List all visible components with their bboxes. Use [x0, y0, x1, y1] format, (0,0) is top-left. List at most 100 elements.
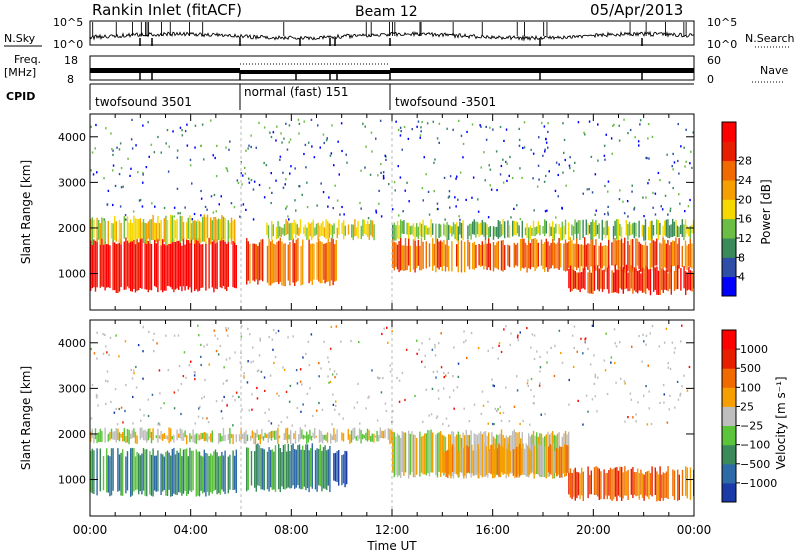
velocity-band-2-stripe: [303, 450, 305, 487]
power-speckle: [118, 173, 121, 176]
velocity-speckle: [449, 396, 451, 399]
velocity-band-1-stripe: [152, 428, 154, 441]
power-speckle: [141, 205, 144, 208]
velocity-speckle: [109, 336, 112, 339]
velocity-band-4-stripe: [422, 435, 424, 475]
velocity-band-0-stripe: [160, 453, 162, 495]
power-band-5-stripe: [492, 226, 495, 240]
velocity-speckle: [342, 417, 344, 420]
velocity-speckle: [246, 381, 249, 384]
velocity-band-6-stripe: [528, 448, 531, 475]
power-band-1-stripe: [134, 218, 137, 245]
velocity-band-5-stripe: [582, 471, 584, 501]
power-speckle: [382, 174, 385, 177]
power-speckle: [411, 128, 413, 131]
velocity-band-1-stripe: [219, 433, 221, 442]
velocity-band-5-stripe: [617, 470, 620, 496]
power-band-6-stripe: [675, 271, 677, 290]
power-speckle: [426, 122, 429, 125]
power-band-3-stripe: [343, 220, 345, 240]
velocity-band-5-stripe: [667, 466, 669, 500]
velocity-band-4-stripe: [494, 438, 496, 478]
power-speckle: [289, 138, 292, 141]
power-band-4-stripe: [460, 240, 463, 273]
velocity-band-1-stripe: [288, 434, 290, 440]
velocity-band-1-stripe: [336, 429, 338, 442]
velocity-band-1-stripe: [192, 429, 194, 443]
power-band-5-stripe: [680, 224, 682, 235]
velocity-speckle: [239, 361, 242, 364]
power-speckle: [364, 125, 366, 128]
velocity-speckle: [318, 362, 320, 365]
velocity-band-6-stripe: [563, 444, 566, 477]
power-band-0-stripe: [139, 238, 141, 288]
power-band-4-stripe: [420, 237, 423, 271]
velocity-speckle: [630, 398, 633, 401]
power-speckle: [166, 129, 169, 132]
velocity-speckle: [398, 400, 401, 403]
power-band-5-stripe: [568, 222, 570, 240]
velocity-band-6-stripe: [512, 449, 515, 477]
power-band-0-stripe: [200, 244, 202, 288]
power-speckle: [135, 144, 137, 147]
velocity-band-0-stripe: [186, 448, 188, 496]
power-band-1-stripe: [229, 222, 231, 239]
velocity-speckle: [334, 408, 336, 411]
velocity-band-2-stripe: [255, 444, 257, 492]
velocity-band-2-stripe: [298, 444, 301, 489]
power-colorbar-tick-label: 12: [738, 232, 752, 245]
velocity-band-2-stripe: [262, 448, 264, 490]
velocity-speckle: [572, 365, 575, 368]
velocity-speckle: [430, 413, 433, 416]
power-band-3-stripe: [327, 220, 329, 238]
velocity-speckle: [200, 363, 202, 367]
velocity-speckle: [207, 421, 210, 424]
velocity-speckle: [106, 370, 109, 373]
power-speckle: [564, 158, 566, 162]
power-band-2-stripe: [335, 239, 337, 281]
power-band-1-stripe: [218, 218, 220, 240]
velocity-speckle: [148, 330, 150, 333]
power-band-5-stripe: [545, 220, 547, 234]
power-speckle: [375, 209, 377, 212]
velocity-speckle: [215, 350, 218, 353]
velocity-band-0-stripe: [171, 449, 173, 497]
power-band-6-stripe: [661, 268, 663, 290]
velocity-band-5-stripe: [590, 470, 592, 495]
power-band-0-stripe: [186, 239, 188, 287]
power-speckle: [148, 155, 150, 158]
velocity-speckle: [526, 327, 528, 330]
power-band-1-stripe: [190, 223, 193, 240]
power-speckle: [92, 173, 95, 176]
power-band-3-stripe: [320, 223, 322, 236]
power-band-4-stripe: [401, 245, 403, 271]
velocity-band-0-stripe: [154, 455, 156, 491]
velocity-band-4-stripe: [427, 429, 429, 474]
power-speckle: [241, 183, 243, 186]
power-band-4-stripe: [408, 237, 410, 266]
velocity-band-6-stripe: [506, 448, 508, 475]
velocity-speckle: [436, 370, 439, 373]
freq-panel: Freq. [MHz] 18 8 60 0 Nave: [4, 53, 788, 86]
power-band-4-stripe: [481, 241, 483, 266]
velocity-band-5-stripe: [657, 474, 660, 501]
velocity-band-0-stripe: [133, 448, 135, 492]
velocity-band-2-stripe: [300, 449, 302, 490]
velocity-speckle: [235, 391, 238, 394]
power-band-0-stripe: [197, 237, 199, 292]
power-band-6-stripe: [581, 271, 583, 289]
power-band-4-stripe: [577, 244, 579, 268]
velocity-band-6-stripe: [544, 446, 547, 478]
nsearch-label: N.Search: [745, 32, 795, 45]
power-speckle: [388, 183, 390, 186]
velocity-speckle: [247, 360, 249, 363]
power-band-1-stripe: [214, 217, 217, 243]
power-speckle: [419, 134, 422, 137]
power-speckle: [619, 189, 621, 192]
velocity-band-6-stripe: [493, 449, 495, 479]
power-speckle: [119, 205, 122, 208]
power-speckle: [282, 186, 285, 189]
velocity-speckle: [468, 420, 471, 423]
velocity-band-2-stripe: [321, 450, 323, 492]
power-band-1-stripe: [133, 215, 135, 240]
